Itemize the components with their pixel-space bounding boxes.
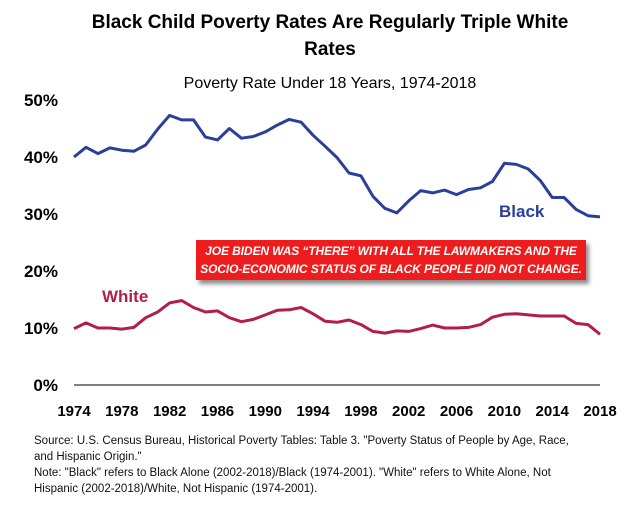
annotation-callout: JOE BIDEN WAS “THERE” WITH ALL THE LAWMA… <box>196 240 586 280</box>
source-line-2: and Hispanic Origin." <box>34 451 142 463</box>
series-label-white: White <box>102 287 148 306</box>
x-tick-label: 1986 <box>201 403 234 420</box>
y-tick-label: 0% <box>33 376 58 395</box>
chart-title-line-1: Black Child Poverty Rates Are Regularly … <box>91 12 569 33</box>
x-tick-label: 1978 <box>105 403 138 420</box>
annotation-line-1: JOE BIDEN WAS “THERE” WITH ALL THE LAWMA… <box>205 244 577 258</box>
y-tick-label: 40% <box>24 148 58 167</box>
y-tick-label: 20% <box>24 262 58 281</box>
x-tick-label: 1998 <box>344 403 377 420</box>
source-note: Source: U.S. Census Bureau, Historical P… <box>34 433 624 497</box>
x-tick-label: 2002 <box>392 403 425 420</box>
series-label-black: Black <box>499 202 545 221</box>
source-line-1: Source: U.S. Census Bureau, Historical P… <box>34 435 569 447</box>
x-tick-label: 2010 <box>488 403 521 420</box>
x-tick-label: 2014 <box>535 403 569 420</box>
chart-subtitle: Poverty Rate Under 18 Years, 1974-2018 <box>183 75 477 92</box>
y-tick-label: 30% <box>24 205 58 224</box>
x-tick-label: 1990 <box>249 403 282 420</box>
note-line-1: Note: "Black" refers to Black Alone (200… <box>34 467 551 479</box>
x-tick-label: 1974 <box>57 403 91 420</box>
x-tick-label: 1982 <box>153 403 186 420</box>
x-tick-label: 2018 <box>583 403 616 420</box>
x-tick-label: 1994 <box>296 403 330 420</box>
series-line-white <box>73 299 601 336</box>
line-chart: 0% 10% 20% 30% 40% 50% 1974 1978 1982 1986 1990 19… <box>24 91 617 420</box>
y-tick-label: 10% <box>24 319 58 338</box>
note-line-2: Hispanic (2002-2018)/White, Not Hispanic… <box>34 483 318 495</box>
x-tick-label: 2006 <box>440 403 473 420</box>
annotation-line-2: SOCIO-ECONOMIC STATUS OF BLACK PEOPLE DI… <box>200 262 582 276</box>
series-line-black <box>73 113 601 219</box>
y-tick-label: 50% <box>24 91 58 110</box>
chart-title-line-2: Rates <box>304 39 356 60</box>
